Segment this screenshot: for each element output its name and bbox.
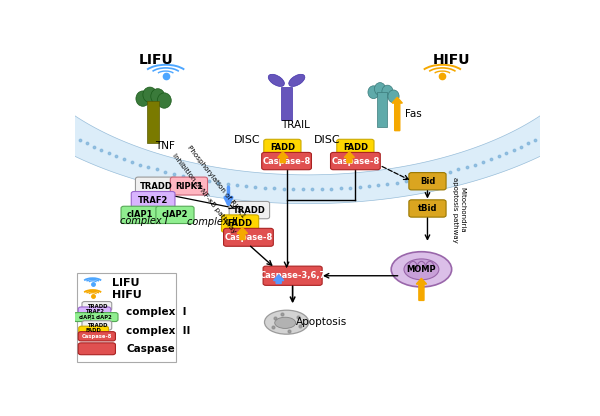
FancyArrow shape (392, 97, 403, 131)
Text: cIAP1: cIAP1 (127, 210, 154, 219)
Ellipse shape (382, 85, 393, 98)
FancyArrow shape (344, 152, 355, 163)
Ellipse shape (157, 93, 171, 108)
Text: Apoptosis: Apoptosis (296, 317, 347, 327)
Text: Bid: Bid (420, 177, 435, 186)
FancyBboxPatch shape (337, 139, 374, 156)
FancyBboxPatch shape (409, 200, 446, 217)
FancyBboxPatch shape (136, 177, 178, 195)
FancyBboxPatch shape (121, 206, 159, 223)
Text: LIFU: LIFU (139, 53, 174, 67)
FancyBboxPatch shape (74, 312, 101, 322)
FancyArrow shape (278, 152, 288, 163)
FancyArrow shape (416, 278, 427, 300)
FancyBboxPatch shape (77, 273, 176, 362)
Text: cIAP2: cIAP2 (96, 314, 113, 319)
Text: Caspase-8: Caspase-8 (82, 334, 112, 339)
Polygon shape (0, 59, 600, 204)
FancyBboxPatch shape (79, 326, 109, 335)
Ellipse shape (143, 87, 157, 102)
Text: LIFU: LIFU (112, 278, 140, 288)
FancyBboxPatch shape (281, 87, 292, 120)
FancyBboxPatch shape (224, 228, 274, 246)
Text: TRADD: TRADD (86, 323, 107, 328)
Text: Caspase-8: Caspase-8 (262, 156, 311, 166)
FancyBboxPatch shape (82, 302, 112, 311)
Text: MOMP: MOMP (407, 265, 436, 274)
FancyBboxPatch shape (221, 215, 259, 232)
Text: FADD: FADD (270, 143, 295, 152)
Text: FADD: FADD (343, 143, 368, 152)
Text: Mitochondria
apoptosis pathway: Mitochondria apoptosis pathway (452, 177, 465, 243)
Text: Fas: Fas (405, 109, 422, 119)
FancyBboxPatch shape (264, 139, 301, 156)
Ellipse shape (268, 74, 284, 87)
Text: HIFU: HIFU (112, 290, 142, 300)
FancyBboxPatch shape (78, 332, 115, 341)
Text: Caspase-3,6,7: Caspase-3,6,7 (259, 271, 326, 280)
Text: TRADD: TRADD (140, 181, 173, 191)
FancyArrow shape (237, 228, 248, 240)
Text: FADD: FADD (86, 328, 101, 333)
Text: Caspase-8: Caspase-8 (224, 233, 272, 242)
FancyBboxPatch shape (262, 152, 311, 170)
Text: TNF: TNF (155, 141, 175, 151)
Text: Inhibition of NF-κB pathway: Inhibition of NF-κB pathway (171, 152, 237, 235)
FancyBboxPatch shape (78, 307, 111, 316)
Text: Phosphorylation of RIPK1: Phosphorylation of RIPK1 (186, 144, 246, 218)
Text: HIFU: HIFU (433, 53, 470, 67)
Ellipse shape (388, 90, 399, 103)
Text: TRADD: TRADD (86, 304, 107, 309)
FancyBboxPatch shape (229, 201, 269, 219)
Ellipse shape (275, 317, 296, 329)
Text: Caspase: Caspase (126, 344, 175, 354)
Text: DISC: DISC (234, 135, 260, 145)
Text: cIAP2: cIAP2 (162, 210, 188, 219)
Text: TRAIL: TRAIL (281, 120, 310, 130)
Text: complex  I: complex I (126, 307, 187, 317)
Text: complex II: complex II (187, 218, 238, 228)
Text: TRAF2: TRAF2 (138, 196, 169, 205)
FancyBboxPatch shape (331, 152, 380, 170)
FancyBboxPatch shape (82, 321, 112, 330)
FancyBboxPatch shape (91, 312, 118, 322)
FancyBboxPatch shape (147, 101, 159, 143)
FancyBboxPatch shape (263, 266, 322, 285)
FancyBboxPatch shape (170, 177, 208, 195)
Text: RIPK1: RIPK1 (175, 181, 203, 191)
FancyBboxPatch shape (409, 173, 446, 190)
Text: DISC: DISC (314, 135, 340, 145)
FancyBboxPatch shape (156, 206, 194, 223)
Text: cIAP1: cIAP1 (79, 314, 96, 319)
Ellipse shape (404, 259, 439, 280)
Text: TRAF2: TRAF2 (85, 309, 104, 314)
Ellipse shape (368, 86, 379, 99)
Ellipse shape (151, 89, 165, 104)
Text: complex I: complex I (120, 216, 167, 226)
Text: TRADD: TRADD (233, 206, 266, 215)
Text: complex  II: complex II (126, 326, 191, 336)
Text: Caspase-8: Caspase-8 (331, 156, 380, 166)
Text: FADD: FADD (227, 219, 253, 228)
Text: tBid: tBid (418, 204, 437, 213)
FancyBboxPatch shape (377, 92, 387, 127)
Ellipse shape (289, 74, 305, 87)
Ellipse shape (391, 252, 452, 287)
FancyBboxPatch shape (131, 191, 175, 209)
FancyArrow shape (274, 275, 284, 283)
Ellipse shape (136, 91, 150, 106)
Ellipse shape (265, 310, 308, 334)
Ellipse shape (374, 83, 386, 95)
FancyBboxPatch shape (78, 343, 115, 355)
